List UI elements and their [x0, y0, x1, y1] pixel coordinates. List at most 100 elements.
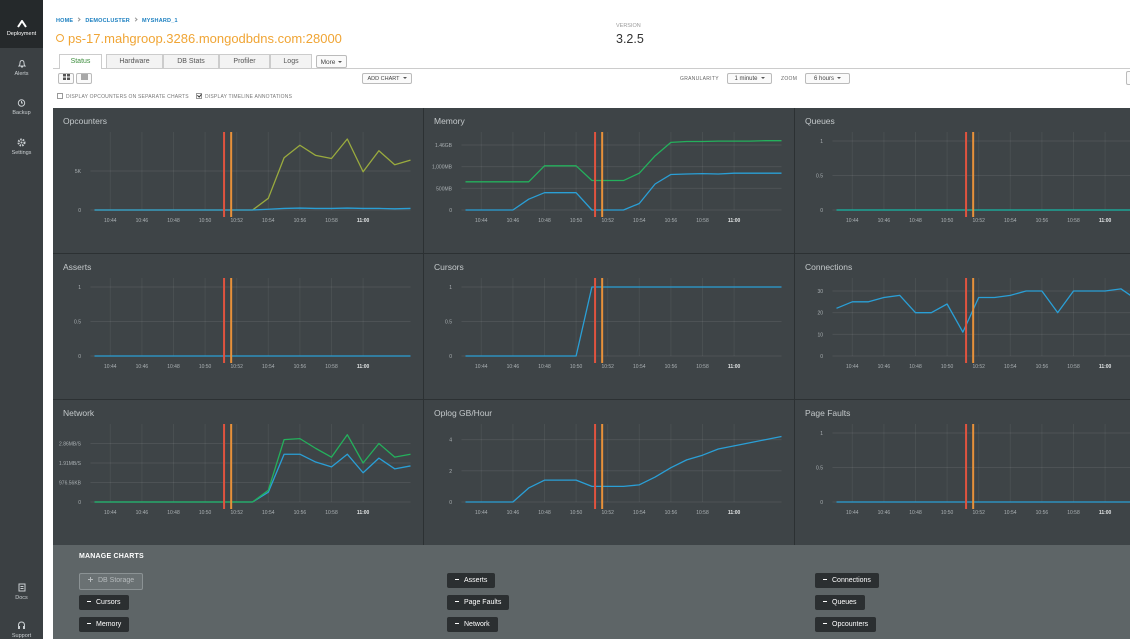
list-view-button[interactable]	[76, 73, 92, 84]
chart: Opcounters 0 5K 10:44 10:46 10:48 10:50 10:52 10…	[53, 108, 423, 253]
series-line	[94, 434, 411, 503]
y-tick-label: 1,000MB	[432, 165, 453, 171]
x-tick-label: 10:58	[696, 218, 709, 224]
nav-label: Docs	[15, 595, 28, 601]
nav-item[interactable]: Deployment	[0, 0, 43, 48]
granularity-value: 1 minute	[734, 76, 758, 82]
x-tick-label: 10:44	[475, 218, 488, 224]
version-value: 3.2.5	[616, 32, 644, 46]
y-tick-label: 20	[817, 311, 823, 317]
x-tick-label: 10:54	[262, 364, 275, 370]
x-tick-label: 10:46	[878, 218, 891, 224]
option[interactable]: DISPLAY OPCOUNTERS ON SEPARATE CHARTS	[57, 93, 189, 100]
chart-title: Page Faults	[805, 408, 850, 418]
chart-button-label: Asserts	[464, 577, 488, 584]
option-label: DISPLAY OPCOUNTERS ON SEPARATE CHARTS	[66, 94, 189, 100]
nav-item[interactable]: Docs	[0, 583, 43, 601]
x-tick-label: 10:50	[941, 218, 954, 224]
nav-item[interactable]: Support	[0, 621, 43, 639]
chart-title: Opcounters	[63, 116, 107, 126]
x-tick-label: 10:48	[538, 510, 551, 516]
x-tick-label: 10:44	[475, 510, 488, 516]
y-tick-label: 1	[820, 431, 823, 437]
x-tick-label: 10:54	[262, 218, 275, 224]
x-tick-label: 10:54	[262, 510, 275, 516]
icon	[17, 99, 26, 107]
add-chart-button[interactable]: ADD CHART	[362, 73, 412, 84]
nav-item[interactable]: Backup	[0, 99, 43, 116]
x-tick-label: 10:50	[570, 510, 583, 516]
y-tick-label: 0	[449, 208, 452, 214]
remove-chart-button[interactable]: Memory	[79, 617, 130, 632]
crumb[interactable]: DEMOCLUSTER	[85, 18, 130, 24]
chart-panel	[424, 400, 794, 545]
chart-title: Oplog GB/Hour	[434, 408, 492, 418]
x-tick-label: 10:56	[1036, 510, 1049, 516]
x-tick-label: 11:00	[1099, 218, 1112, 224]
chart-button-label: Connections	[832, 577, 871, 584]
x-tick-label: 10:44	[104, 364, 117, 370]
remove-chart-button[interactable]: Connections	[815, 573, 879, 588]
y-tick-label: 1	[820, 139, 823, 145]
x-tick-label: 10:58	[325, 510, 338, 516]
x-tick-label: 10:44	[846, 218, 859, 224]
tab[interactable]: Profiler	[219, 54, 270, 68]
chart-button-label: Opcounters	[832, 621, 869, 628]
tab[interactable]: Logs	[270, 54, 312, 68]
y-tick-label: 0.5	[816, 465, 823, 471]
chart: Memory 0 500MB 1,000MB 1.46GB 10:44 10:46 10:48…	[424, 108, 794, 253]
remove-chart-button[interactable]: Cursors	[79, 595, 129, 610]
remove-chart-button[interactable]: Queues	[815, 595, 865, 610]
option-label: DISPLAY TIMELINE ANNOTATIONS	[205, 94, 293, 100]
chart-button-label: Queues	[832, 599, 857, 606]
chart-button-label: Network	[464, 621, 490, 628]
nav-label: Deployment	[6, 31, 37, 37]
granularity-select[interactable]: 1 minute	[727, 73, 772, 84]
icon	[18, 583, 25, 592]
x-tick-label: 10:58	[1067, 364, 1080, 370]
tab[interactable]: Status	[59, 54, 102, 69]
grid-view-button[interactable]	[58, 73, 74, 84]
x-tick-label: 10:52	[601, 218, 614, 224]
version-label: VERSION	[616, 23, 641, 29]
remove-chart-button[interactable]: Page Faults	[447, 595, 510, 610]
chart-panel	[795, 400, 1130, 545]
y-tick-label: 0	[78, 208, 81, 214]
chart: Queues 0 0.5 1 10:44 10:46 10:48 10:50 10:52 10:5…	[795, 108, 1130, 253]
x-tick-label: 10:56	[665, 218, 678, 224]
option[interactable]: DISPLAY TIMELINE ANNOTATIONS	[196, 93, 292, 100]
zoom-label: ZOOM	[781, 76, 798, 82]
x-tick-label: 10:56	[665, 364, 678, 370]
x-tick-label: 10:50	[199, 510, 212, 516]
remove-chart-button[interactable]: Opcounters	[815, 617, 877, 632]
crumb[interactable]: MYSHARD_1	[142, 18, 178, 24]
add-chart-button[interactable]: DB Storage	[79, 573, 144, 590]
remove-chart-button[interactable]: Asserts	[447, 573, 496, 588]
x-tick-label: 10:48	[909, 510, 922, 516]
x-tick-label: 10:56	[665, 510, 678, 516]
y-tick-label: 0.5	[445, 319, 452, 325]
x-tick-label: 10:48	[538, 218, 551, 224]
manage-charts: MANAGE CHARTS DB Storage Cursors Memory Ass…	[53, 545, 1130, 639]
edge-control[interactable]	[1126, 71, 1130, 85]
chart-button-label: Page Faults	[464, 599, 502, 606]
manage-title: MANAGE CHARTS	[79, 553, 144, 560]
x-tick-label: 11:00	[728, 510, 741, 516]
chart-button-label: Cursors	[96, 599, 121, 606]
more-button[interactable]: More	[316, 55, 347, 68]
y-tick-label: 5K	[75, 169, 82, 175]
icon	[80, 74, 88, 80]
tab[interactable]: Hardware	[106, 54, 163, 68]
crumb[interactable]: HOME	[56, 18, 74, 24]
y-tick-label: 30	[817, 289, 823, 295]
y-tick-label: 1.91MB/S	[59, 461, 82, 467]
chart: Page Faults 0 0.5 1 10:44 10:46 10:48 10:50 10:5…	[795, 400, 1130, 545]
y-tick-label: 0.5	[74, 319, 81, 325]
nav-label: Alerts	[14, 71, 29, 77]
zoom-select[interactable]: 6 hours	[805, 73, 850, 84]
nav-item[interactable]: Alerts	[0, 60, 43, 77]
remove-chart-button[interactable]: Network	[447, 617, 498, 632]
nav-item[interactable]: Settings	[0, 138, 43, 156]
x-tick-label: 10:44	[846, 364, 859, 370]
tab[interactable]: DB Stats	[163, 54, 219, 68]
